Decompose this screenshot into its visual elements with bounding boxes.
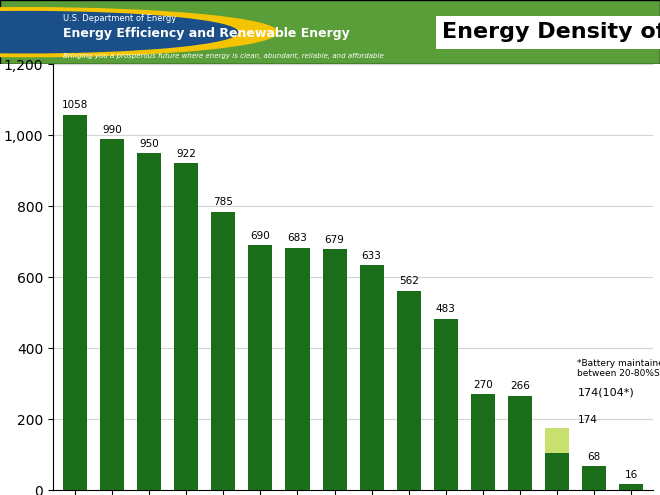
Text: 950: 950 [139, 139, 159, 149]
Text: 633: 633 [362, 251, 381, 261]
Text: 922: 922 [176, 148, 196, 159]
Bar [360, 265, 383, 490]
Circle shape [0, 8, 277, 56]
Text: 174: 174 [578, 415, 597, 426]
Text: *Battery maintained
between 20-80%SOC: *Battery maintained between 20-80%SOC [578, 359, 660, 378]
Text: 16: 16 [624, 470, 638, 480]
Bar [211, 211, 236, 490]
Text: 68: 68 [587, 451, 601, 462]
Bar [508, 396, 532, 490]
Text: 266: 266 [510, 382, 530, 392]
Text: 174(104*): 174(104*) [578, 387, 634, 397]
Text: U.S. Department of Energy: U.S. Department of Energy [63, 14, 176, 23]
Text: Energy Efficiency and Renewable Energy: Energy Efficiency and Renewable Energy [63, 27, 349, 40]
Bar [248, 246, 273, 490]
Text: 690: 690 [251, 231, 271, 241]
Bar [63, 115, 87, 490]
Text: 785: 785 [213, 198, 233, 207]
Text: 1058: 1058 [62, 100, 88, 110]
Bar [285, 248, 310, 490]
Circle shape [0, 11, 238, 53]
Bar [471, 394, 495, 490]
Bar [545, 428, 569, 453]
Bar [174, 163, 198, 490]
Bar [397, 291, 421, 490]
Text: 679: 679 [325, 235, 345, 245]
Bar [619, 485, 644, 490]
Text: 990: 990 [102, 125, 122, 135]
Text: 270: 270 [473, 380, 493, 390]
Bar [100, 139, 124, 490]
Bar [434, 319, 458, 490]
FancyBboxPatch shape [0, 0, 660, 64]
Text: 683: 683 [288, 234, 308, 244]
Bar [323, 249, 346, 490]
Text: 562: 562 [399, 276, 418, 287]
Text: Bringing you a prosperous future where energy is clean, abundant, reliable, and : Bringing you a prosperous future where e… [63, 53, 383, 59]
Bar [137, 153, 161, 490]
Bar [582, 466, 606, 490]
Text: Energy Density of Fuels: Energy Density of Fuels [442, 22, 660, 42]
Text: 483: 483 [436, 304, 455, 314]
Bar [545, 453, 569, 490]
